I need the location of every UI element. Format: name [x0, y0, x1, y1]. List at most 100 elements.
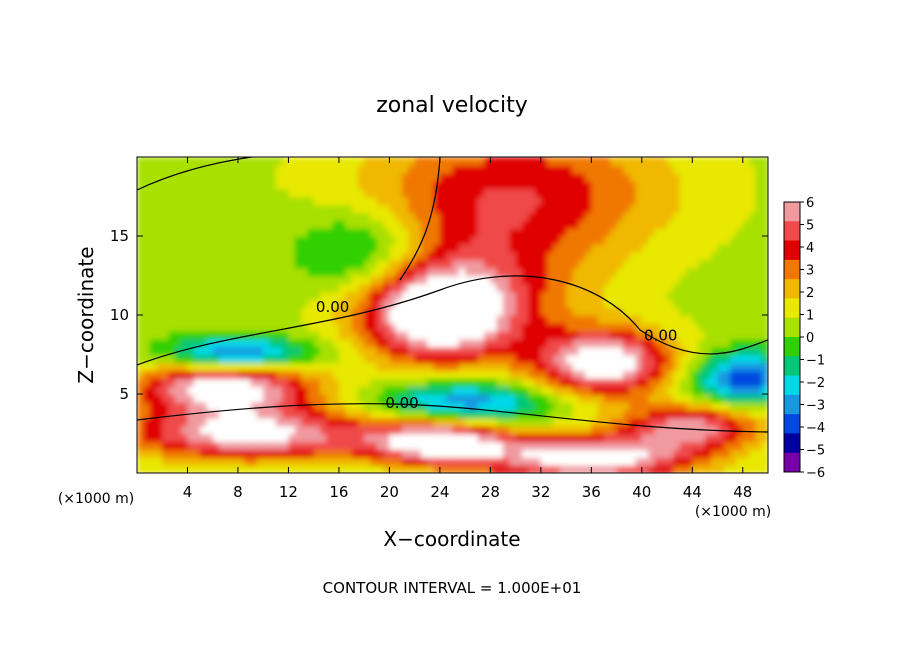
field-cell	[307, 157, 315, 166]
field-cell	[698, 157, 706, 166]
field-cell	[200, 330, 208, 340]
field-cell	[370, 236, 378, 245]
field-cell	[673, 307, 681, 316]
field-cell	[654, 157, 662, 166]
field-cell	[244, 425, 252, 435]
field-cell	[137, 417, 145, 427]
field-cell	[275, 378, 283, 387]
field-cell	[155, 401, 164, 411]
field-cell	[256, 417, 264, 427]
field-cell	[383, 291, 391, 300]
field-cell	[269, 322, 277, 332]
field-cell	[439, 307, 447, 316]
field-cell	[345, 457, 353, 466]
field-cell	[219, 330, 227, 340]
field-cell	[282, 283, 290, 293]
field-cell	[313, 346, 321, 356]
field-cell	[528, 212, 536, 221]
field-cell	[433, 433, 441, 443]
field-cell	[383, 441, 391, 451]
field-cell	[515, 441, 523, 451]
field-cell	[395, 291, 403, 300]
field-cell	[622, 259, 630, 269]
field-cell	[174, 346, 182, 356]
field-cell	[370, 441, 378, 451]
field-cell	[490, 299, 498, 308]
field-cell	[357, 164, 365, 174]
field-cell	[181, 322, 189, 332]
field-cell	[433, 236, 441, 245]
field-cell	[143, 157, 151, 166]
field-cell	[711, 409, 719, 419]
field-cell	[679, 401, 687, 411]
field-cell	[540, 465, 548, 473]
field-cell	[357, 204, 365, 214]
field-cell	[660, 251, 668, 261]
field-cell	[282, 259, 290, 269]
field-cell	[137, 401, 145, 411]
field-cell	[698, 441, 706, 451]
field-cell	[162, 212, 170, 221]
field-cell	[294, 441, 302, 451]
field-cell	[313, 228, 321, 237]
field-cell	[755, 291, 763, 300]
field-cell	[654, 417, 662, 427]
field-cell	[174, 307, 182, 316]
field-cell	[370, 196, 378, 206]
field-cell	[332, 433, 340, 443]
field-cell	[364, 291, 372, 300]
field-cell	[364, 386, 372, 395]
field-cell	[559, 212, 567, 221]
field-cell	[408, 362, 416, 372]
field-cell	[471, 204, 479, 214]
field-cell	[597, 386, 605, 395]
field-cell	[263, 283, 271, 293]
field-cell	[496, 283, 504, 293]
field-cell	[736, 243, 744, 253]
field-cell	[534, 243, 542, 253]
field-cell	[357, 188, 365, 198]
field-cell	[736, 212, 744, 221]
field-cell	[294, 386, 302, 395]
field-cell	[420, 307, 429, 316]
field-cell	[181, 307, 189, 316]
colorbar-segment	[784, 337, 800, 357]
field-cell	[193, 283, 201, 293]
field-cell	[250, 236, 258, 245]
field-cell	[667, 275, 675, 285]
field-cell	[155, 315, 164, 324]
field-cell	[540, 362, 548, 372]
field-cell	[484, 243, 492, 253]
field-cell	[137, 204, 145, 214]
field-cell	[313, 275, 321, 285]
field-cell	[402, 164, 410, 174]
field-cell	[376, 417, 384, 427]
field-cell	[597, 354, 605, 364]
field-cell	[496, 362, 504, 372]
field-cell	[143, 409, 151, 419]
field-cell	[219, 346, 227, 356]
field-cell	[301, 378, 309, 387]
field-cell	[206, 251, 214, 261]
field-cell	[597, 196, 605, 206]
field-cell	[704, 409, 713, 419]
field-cell	[755, 212, 763, 221]
field-cell	[749, 196, 757, 206]
field-cell	[332, 449, 340, 458]
field-cell	[427, 180, 435, 190]
field-cell	[692, 378, 700, 387]
field-cell	[717, 394, 725, 403]
field-cell	[200, 307, 208, 316]
field-cell	[338, 394, 347, 403]
field-cell	[749, 157, 757, 166]
field-cell	[452, 449, 460, 458]
field-cell	[730, 291, 738, 300]
field-cell	[761, 315, 768, 324]
colorbar-label: 1	[806, 309, 814, 324]
field-cell	[477, 362, 485, 372]
field-cell	[263, 267, 271, 277]
field-cell	[679, 457, 687, 466]
field-cell	[755, 251, 763, 261]
field-cell	[319, 220, 328, 229]
field-cell	[553, 220, 561, 229]
